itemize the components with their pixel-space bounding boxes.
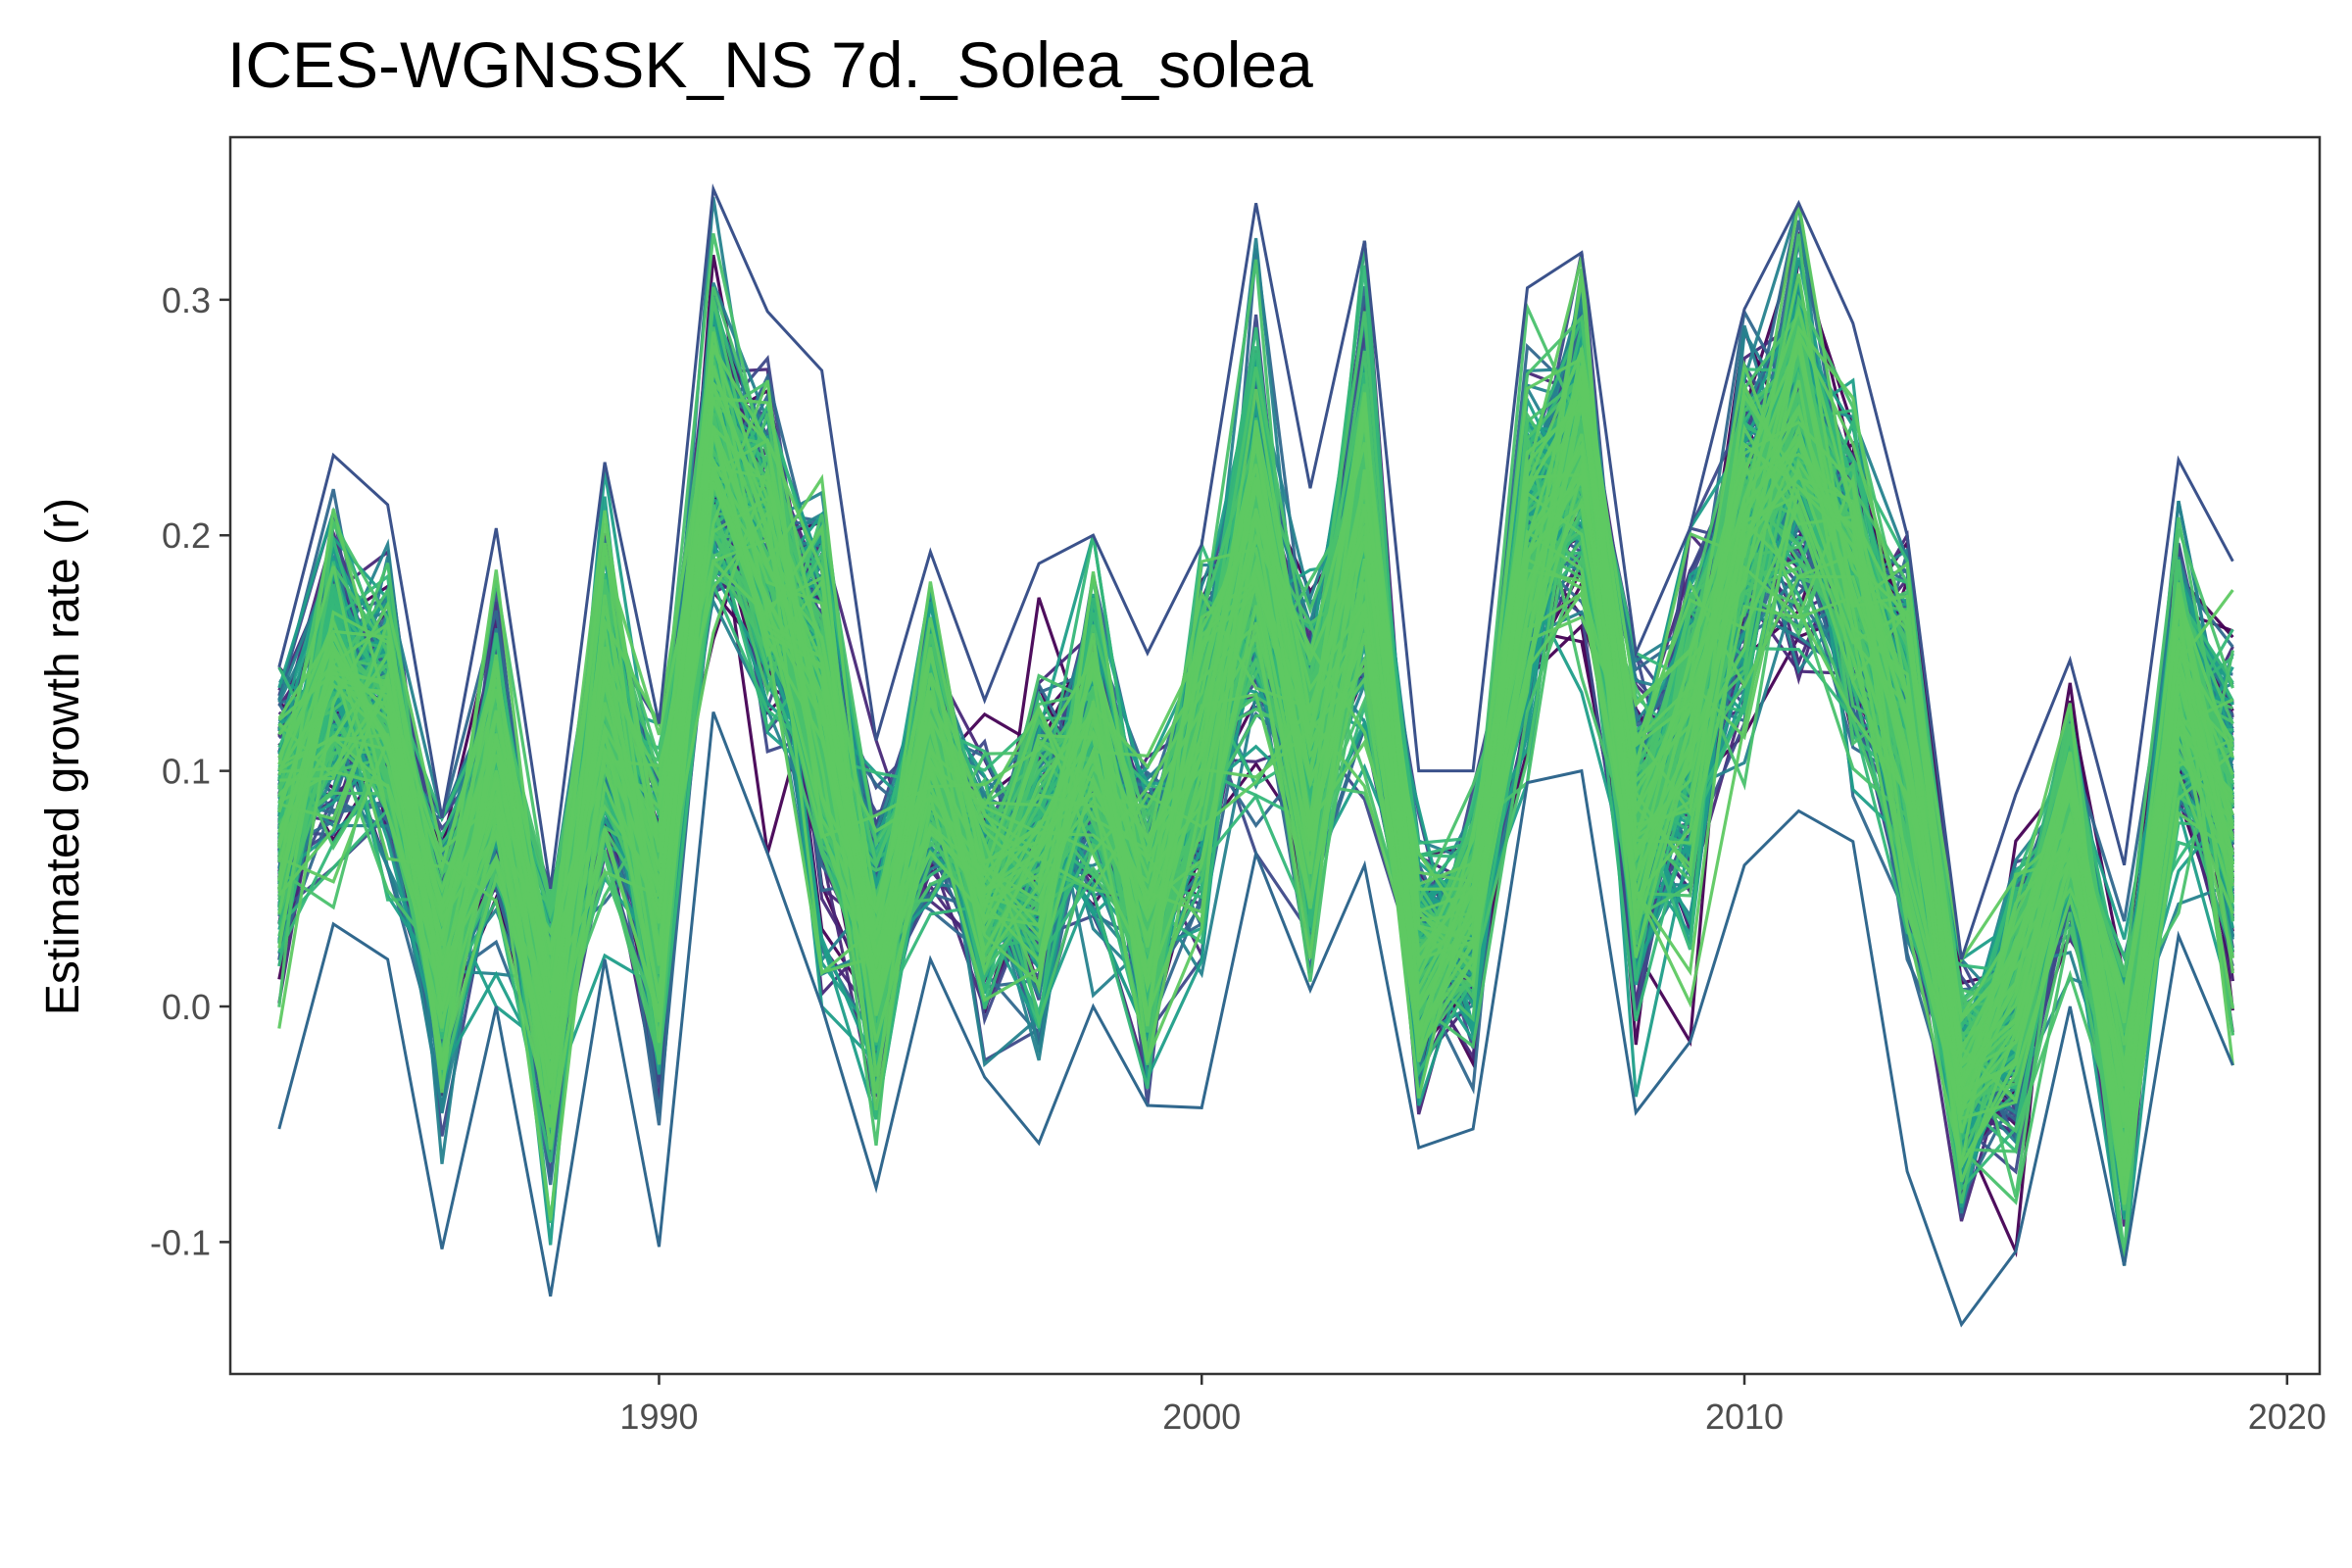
series-line [278,334,2234,1165]
series-line [277,331,2234,1118]
series-line [277,273,2234,1177]
x-tick-label: 1990 [619,1396,698,1437]
series-upper-envelope [277,183,2234,960]
series-line [277,380,2234,1097]
x-tick-label: 2000 [1162,1396,1241,1437]
series-line [277,426,2234,1165]
series-line [277,425,2234,1164]
y-axis-title: Estimated growth rate (r) [37,498,89,1015]
series-line [277,379,2234,1205]
y-tick-label: -0.1 [150,1222,211,1262]
x-tick-label: 2020 [2248,1396,2327,1437]
chart-title: ICES-WGNSSK_NS 7d._Solea_solea [227,28,1313,101]
series-line [277,257,2234,1105]
series-lower-envelope [277,710,2234,1328]
plot-panel-border [228,135,2322,1376]
y-tick-label: 0.1 [162,752,211,792]
series-line [277,365,2234,1146]
series-line [277,396,2234,1121]
x-tick-label: 2010 [1705,1396,1784,1437]
y-tick-label: 0.0 [162,987,211,1027]
axes-layer: -0.1 0.0 0.1 0.2 0.3 1990 2000 2010 2020 [150,280,2327,1437]
series-line [278,395,2234,1155]
series-line [277,467,2234,1172]
y-tick-label: 0.2 [162,515,211,556]
y-tick-label: 0.3 [162,280,211,320]
series-layer [277,183,2234,1328]
